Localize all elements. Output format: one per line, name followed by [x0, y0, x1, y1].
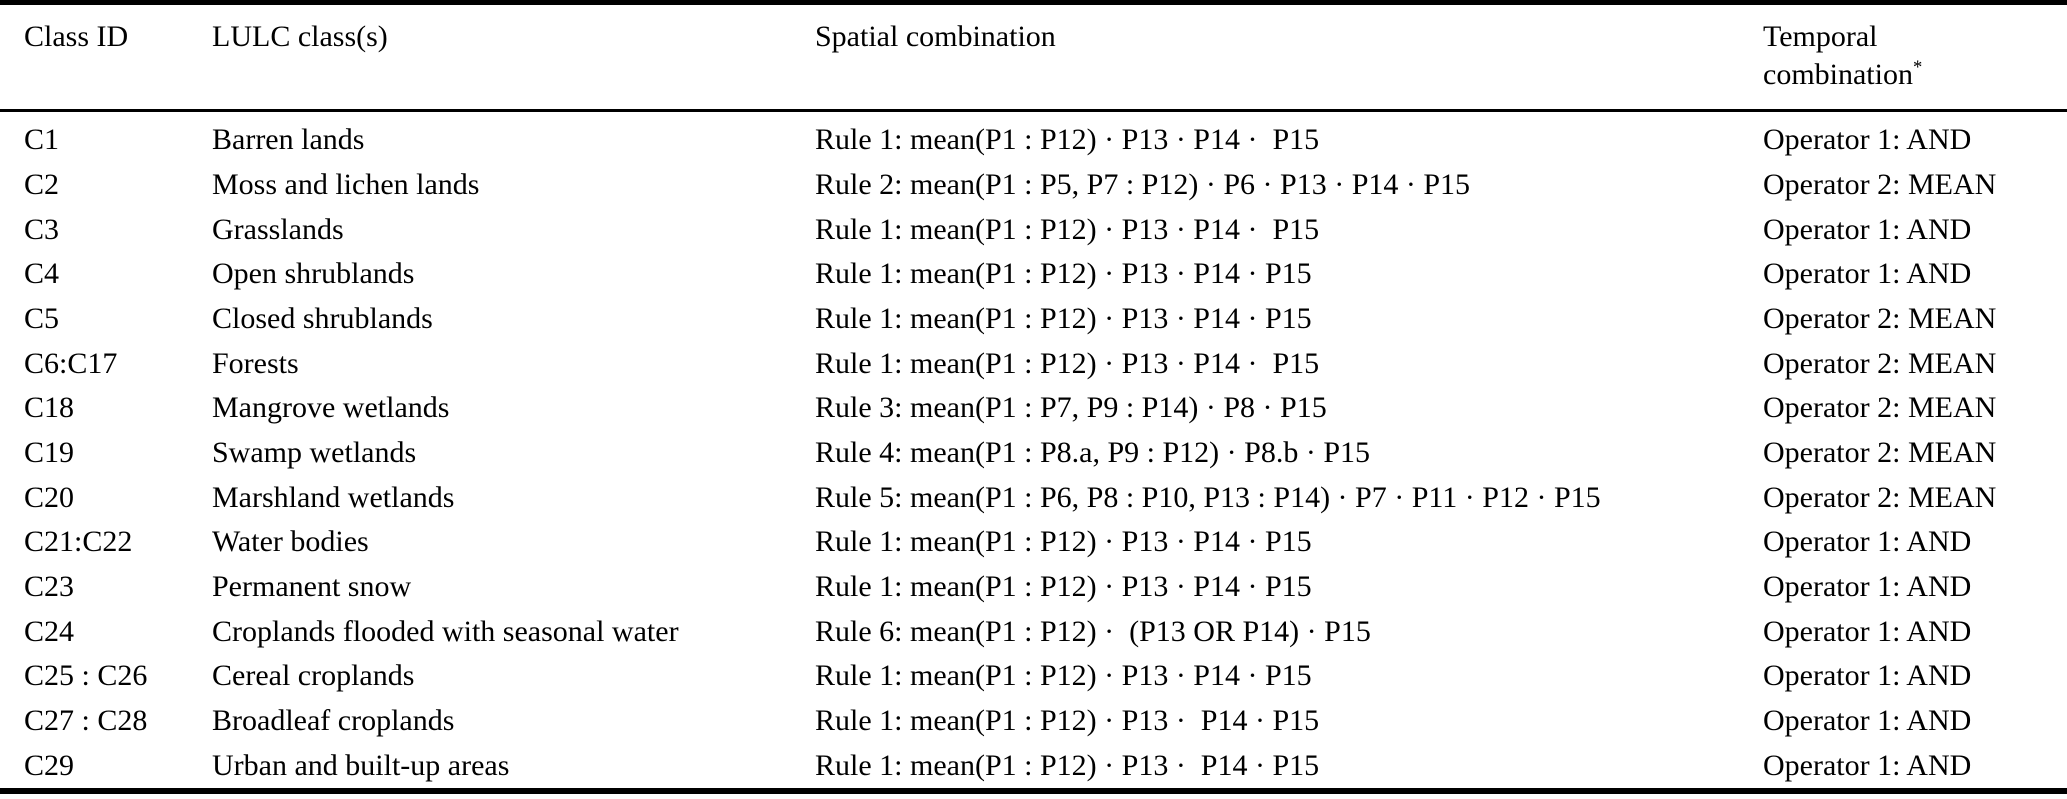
class-id-cell: C23 — [24, 570, 75, 604]
table-row: C20 Marshland wetlands Rule 5: mean(P1 :… — [24, 475, 2067, 520]
lulc-cell: Urban and built-up areas — [212, 748, 510, 782]
lulc-cell: Forests — [212, 346, 299, 380]
table-row: C27 : C28 Broadleaf croplands Rule 1: me… — [24, 699, 2067, 744]
lulc-cell: Moss and lichen lands — [212, 168, 480, 201]
class-id-cell: C25 : C26 — [24, 659, 148, 693]
header-temporal-line1: Temporal — [1763, 20, 1878, 53]
temporal-cell: Operator 2: MEAN — [1763, 391, 1997, 425]
spatial-cell: Rule 1: mean(P1 : P12) · P13 · P14 · P15 — [815, 302, 1312, 336]
class-id-cell: C3 — [24, 212, 60, 246]
table-row: C3 Grasslands Rule 1: mean(P1 : P12) · P… — [24, 207, 2067, 252]
spatial-cell: Rule 5: mean(P1 : P6, P8 : P10, P13 : P1… — [815, 480, 1601, 514]
spatial-cell: Rule 6: mean(P1 : P12) · (P13 OR P14) · … — [815, 614, 1371, 648]
temporal-cell: Operator 2: MEAN — [1763, 436, 1997, 470]
table-row: C1 Barren lands Rule 1: mean(P1 : P12) ·… — [24, 118, 2067, 163]
class-id-cell: C19 — [24, 436, 75, 470]
temporal-cell: Operator 1: AND — [1763, 614, 1972, 648]
table-row: C25 : C26 Cereal croplands Rule 1: mean(… — [24, 654, 2067, 699]
spatial-cell: Rule 1: mean(P1 : P12) · P13 · P14 · P15 — [815, 659, 1312, 693]
lulc-cell: Mangrove wetlands — [212, 391, 450, 425]
temporal-cell: Operator 1: AND — [1763, 659, 1972, 693]
spatial-cell: Rule 1: mean(P1 : P12) · P13 · P14 · P15 — [815, 123, 1320, 157]
lulc-cell: Grasslands — [212, 212, 344, 246]
footnote-asterisk: * — [1912, 57, 1923, 78]
table-mid-rule — [0, 109, 2067, 112]
class-id-cell: C1 — [24, 123, 60, 157]
lulc-cell: Cereal croplands — [212, 659, 415, 693]
lulc-cell: Permanent snow — [212, 570, 412, 604]
table-row: C5 Closed shrublands Rule 1: mean(P1 : P… — [24, 297, 2067, 342]
temporal-cell: Operator 2: MEAN — [1763, 168, 1997, 201]
temporal-cell: Operator 1: AND — [1763, 525, 1972, 559]
table-body: C1 Barren lands Rule 1: mean(P1 : P12) ·… — [0, 118, 2067, 788]
lulc-cell: Water bodies — [212, 525, 369, 559]
table-row: C6:C17 Forests Rule 1: mean(P1 : P12) · … — [24, 341, 2067, 386]
spatial-cell: Rule 1: mean(P1 : P12) · P13 · P14 · P15 — [815, 346, 1320, 380]
lulc-cell: Croplands flooded with seasonal water — [212, 614, 679, 648]
table-row: C23 Permanent snow Rule 1: mean(P1 : P12… — [24, 565, 2067, 610]
class-id-cell: C4 — [24, 257, 60, 291]
spatial-cell: Rule 1: mean(P1 : P12) · P13 · P14 · P15 — [815, 748, 1320, 782]
class-id-cell: C6:C17 — [24, 346, 118, 380]
spatial-cell: Rule 4: mean(P1 : P8.a, P9 : P12) · P8.b… — [815, 436, 1371, 470]
temporal-cell: Operator 1: AND — [1763, 257, 1972, 291]
lulc-cell: Swamp wetlands — [212, 436, 417, 470]
temporal-cell: Operator 1: AND — [1763, 212, 1972, 246]
header-lulc-class: LULC class(s) — [212, 20, 388, 53]
class-id-cell: C2 — [24, 168, 60, 201]
class-id-cell: C21:C22 — [24, 525, 133, 559]
spatial-cell: Rule 3: mean(P1 : P7, P9 : P14) · P8 · P… — [815, 391, 1327, 425]
table-row: C21:C22 Water bodies Rule 1: mean(P1 : P… — [24, 520, 2067, 565]
spatial-cell: Rule 1: mean(P1 : P12) · P13 · P14 · P15 — [815, 257, 1312, 291]
temporal-cell: Operator 2: MEAN — [1763, 302, 1997, 336]
class-id-cell: C27 : C28 — [24, 704, 148, 738]
class-id-cell: C18 — [24, 391, 75, 425]
temporal-cell: Operator 1: AND — [1763, 123, 1972, 157]
temporal-cell: Operator 1: AND — [1763, 704, 1972, 738]
header-temporal-combination: Temporal combination* — [1763, 18, 2067, 109]
temporal-cell: Operator 1: AND — [1763, 570, 1972, 604]
temporal-cell: Operator 2: MEAN — [1763, 346, 1997, 380]
lulc-cell: Open shrublands — [212, 257, 415, 291]
header-class-id: Class ID — [24, 20, 129, 53]
spatial-cell: Rule 1: mean(P1 : P12) · P13 · P14 · P15 — [815, 525, 1312, 559]
table-bottom-rule — [0, 788, 2067, 794]
header-spatial-combination: Spatial combination — [815, 20, 1056, 53]
class-id-cell: C20 — [24, 480, 75, 514]
lulc-cell: Marshland wetlands — [212, 480, 455, 514]
lulc-cell: Closed shrublands — [212, 302, 433, 336]
lulc-cell: Barren lands — [212, 123, 365, 157]
table-header-row: Class ID LULC class(s) Spatial combinati… — [0, 5, 2067, 109]
table-row: C4 Open shrublands Rule 1: mean(P1 : P12… — [24, 252, 2067, 297]
spatial-cell: Rule 1: mean(P1 : P12) · P13 · P14 · P15 — [815, 570, 1312, 604]
table-row: C24 Croplands flooded with seasonal wate… — [24, 609, 2067, 654]
spatial-cell: Rule 1: mean(P1 : P12) · P13 · P14 · P15 — [815, 704, 1320, 738]
class-id-cell: C5 — [24, 302, 60, 336]
table-top-rule — [0, 0, 2067, 5]
temporal-cell: Operator 1: AND — [1763, 748, 1972, 782]
header-temporal-line2: combination — [1763, 58, 1913, 91]
lulc-cell: Broadleaf croplands — [212, 704, 455, 738]
class-id-cell: C29 — [24, 748, 75, 782]
spatial-cell: Rule 2: mean(P1 : P5, P7 : P12) · P6 · P… — [815, 168, 1471, 201]
class-id-cell: C24 — [24, 614, 75, 648]
table-row: C19 Swamp wetlands Rule 4: mean(P1 : P8.… — [24, 431, 2067, 476]
table-row: C2 Moss and lichen lands Rule 2: mean(P1… — [24, 163, 2067, 208]
table-row: C29 Urban and built-up areas Rule 1: mea… — [24, 743, 2067, 788]
table-row: C18 Mangrove wetlands Rule 3: mean(P1 : … — [24, 386, 2067, 431]
temporal-cell: Operator 2: MEAN — [1763, 480, 1997, 514]
spatial-cell: Rule 1: mean(P1 : P12) · P13 · P14 · P15 — [815, 212, 1320, 246]
